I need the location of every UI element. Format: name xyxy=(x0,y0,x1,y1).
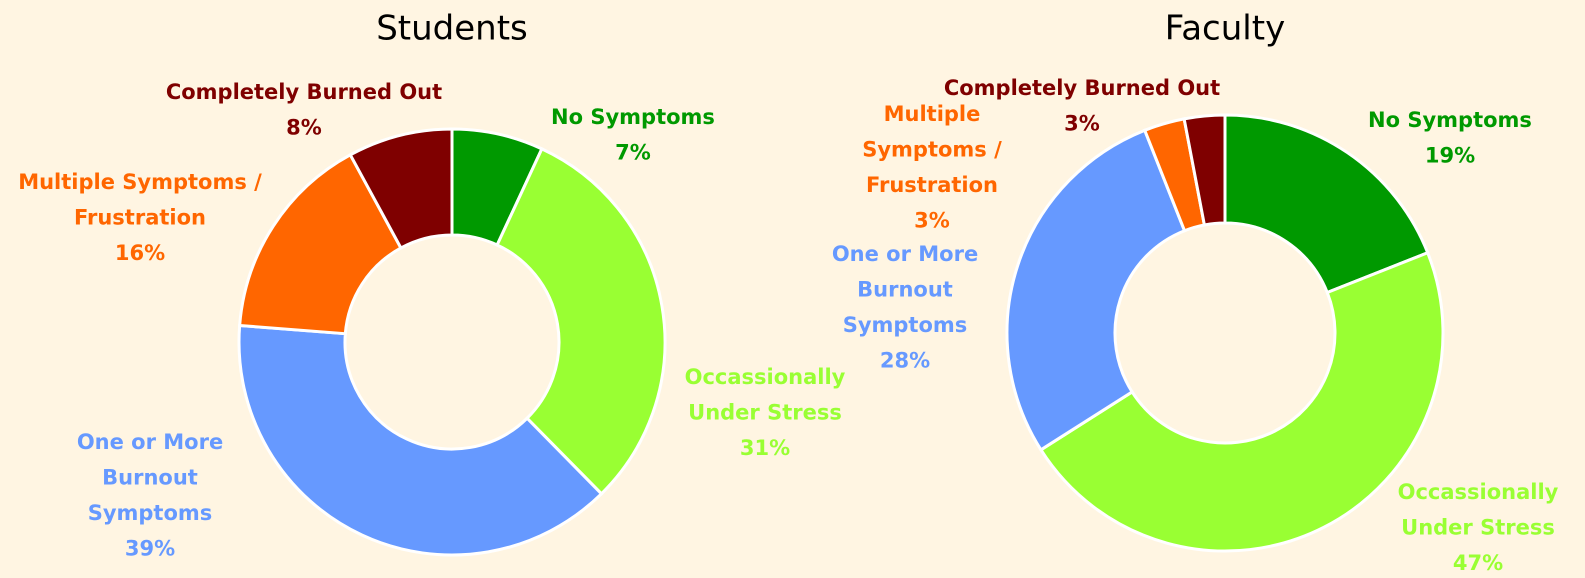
donut-slice xyxy=(1038,250,1445,553)
chart-title: Faculty xyxy=(1165,9,1285,49)
slice-label: Symptoms xyxy=(843,313,968,337)
slice-label: Under Stress xyxy=(1401,516,1555,540)
slice-label: No Symptoms xyxy=(1368,108,1532,132)
slice-label: Completely Burned Out xyxy=(166,80,442,104)
slice-value-label: 16% xyxy=(115,241,165,265)
slice-label: One or More xyxy=(832,242,978,266)
slice-value-label: 39% xyxy=(125,537,175,561)
donut-slice xyxy=(1223,113,1430,295)
slice-label: Frustration xyxy=(74,206,206,230)
donut-slice xyxy=(348,127,454,251)
slice-value-label: 3% xyxy=(1064,112,1100,136)
donut-slice xyxy=(238,152,403,336)
slice-value-label: 7% xyxy=(615,141,651,165)
slice-label: Occassionally xyxy=(1398,480,1559,504)
donut-slice xyxy=(1005,128,1187,452)
slice-value-label: 28% xyxy=(880,349,930,373)
slice-label: Occassionally xyxy=(685,365,846,389)
donut-slice xyxy=(1182,113,1227,227)
slice-value-label: 3% xyxy=(914,209,950,233)
slice-value-label: 47% xyxy=(1453,551,1503,575)
slice-value-label: 19% xyxy=(1425,144,1475,168)
slice-label: Burnout xyxy=(102,466,198,490)
donut-slice xyxy=(495,146,667,496)
slice-label: Frustration xyxy=(866,173,998,197)
chart-title: Students xyxy=(376,9,528,49)
slice-label: Symptoms / xyxy=(862,138,1002,162)
slice-label: Under Stress xyxy=(688,401,842,425)
donut-slice xyxy=(237,323,604,557)
slice-label: One or More xyxy=(77,430,223,454)
slice-label: Multiple xyxy=(884,102,981,126)
slice-value-label: 8% xyxy=(286,116,322,140)
slice-label: Symptoms xyxy=(88,501,213,525)
slice-label: Burnout xyxy=(857,278,953,302)
slice-label: Completely Burned Out xyxy=(944,76,1220,100)
slice-label: Multiple Symptoms / xyxy=(18,170,262,194)
slice-label: No Symptoms xyxy=(551,105,715,129)
slice-value-label: 31% xyxy=(740,436,790,460)
